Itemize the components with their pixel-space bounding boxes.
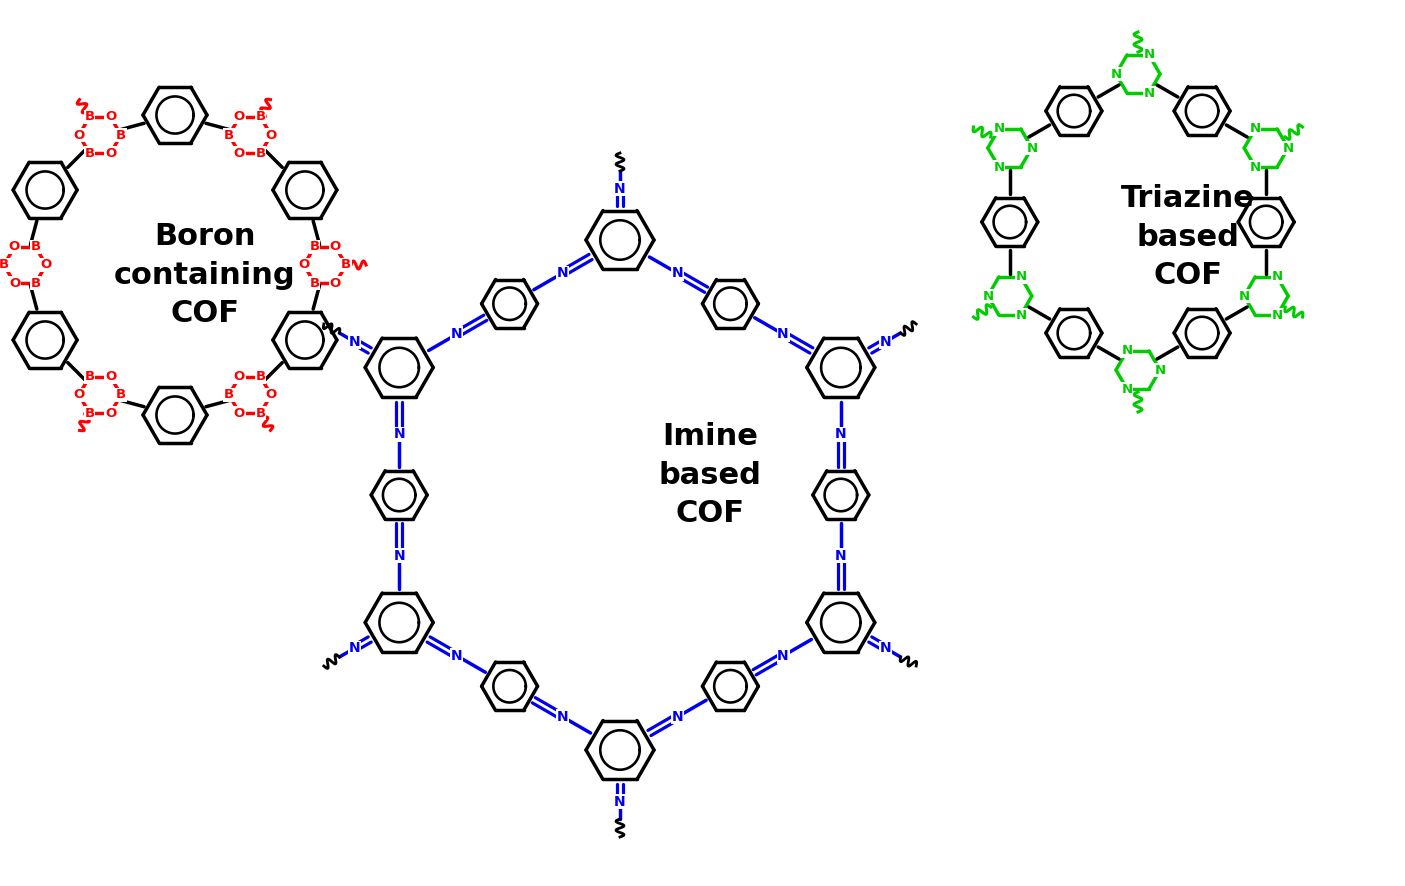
Text: B: B (84, 407, 94, 420)
Text: O: O (266, 128, 277, 142)
Text: N: N (672, 710, 684, 724)
Text: O: O (41, 259, 52, 271)
Text: N: N (1144, 49, 1155, 61)
Text: N: N (777, 649, 788, 663)
Text: N: N (1272, 308, 1283, 322)
Text: B: B (0, 259, 8, 271)
Text: N: N (614, 795, 625, 809)
Text: B: B (223, 128, 235, 142)
Text: O: O (233, 111, 244, 123)
Text: B: B (31, 240, 41, 253)
Text: B: B (256, 407, 266, 420)
Text: B: B (117, 388, 126, 401)
Text: N: N (835, 427, 847, 441)
Text: O: O (330, 240, 341, 253)
Text: B: B (84, 370, 94, 384)
Text: N: N (1110, 67, 1121, 81)
Text: Imine
based
COF: Imine based COF (659, 423, 762, 528)
Text: O: O (330, 276, 341, 290)
Text: N: N (1016, 308, 1027, 322)
Text: N: N (1121, 345, 1132, 357)
Text: B: B (256, 370, 266, 384)
Text: N: N (1249, 160, 1260, 174)
Text: O: O (233, 370, 244, 384)
Text: O: O (8, 240, 20, 253)
Text: O: O (73, 388, 84, 401)
Text: B: B (256, 111, 266, 123)
Text: B: B (117, 128, 126, 142)
Text: B: B (31, 276, 41, 290)
Text: N: N (1283, 142, 1294, 154)
Text: N: N (393, 427, 405, 441)
Text: O: O (298, 259, 309, 271)
Text: Triazine
based
COF: Triazine based COF (1121, 184, 1255, 290)
Text: O: O (233, 407, 244, 420)
Text: N: N (556, 710, 568, 724)
Text: N: N (993, 122, 1005, 136)
Text: N: N (1016, 270, 1027, 284)
Text: O: O (105, 370, 117, 384)
Text: O: O (105, 111, 117, 123)
Text: N: N (777, 327, 788, 341)
Text: N: N (1272, 270, 1283, 284)
Text: B: B (223, 388, 235, 401)
Text: N: N (672, 267, 684, 280)
Text: O: O (266, 388, 277, 401)
Text: N: N (393, 548, 405, 563)
Text: N: N (880, 335, 891, 349)
Text: N: N (1026, 142, 1037, 154)
Text: N: N (880, 641, 891, 656)
Text: B: B (84, 147, 94, 159)
Text: N: N (348, 641, 360, 656)
Text: N: N (1121, 383, 1132, 395)
Text: O: O (233, 147, 244, 159)
Text: N: N (556, 267, 568, 280)
Text: N: N (1239, 290, 1249, 302)
Text: N: N (1249, 122, 1260, 136)
Text: N: N (451, 327, 462, 341)
Text: N: N (614, 182, 625, 196)
Text: O: O (105, 407, 117, 420)
Text: O: O (73, 128, 84, 142)
Text: B: B (341, 259, 351, 271)
Text: N: N (1144, 87, 1155, 99)
Text: B: B (309, 240, 319, 253)
Text: O: O (8, 276, 20, 290)
Text: N: N (993, 160, 1005, 174)
Text: B: B (84, 111, 94, 123)
Text: N: N (1155, 363, 1166, 377)
Text: O: O (105, 147, 117, 159)
Text: Boron
containing
COF: Boron containing COF (114, 222, 296, 328)
Text: N: N (982, 290, 993, 302)
Text: N: N (451, 649, 462, 663)
Text: B: B (256, 147, 266, 159)
Text: N: N (835, 548, 847, 563)
Text: N: N (348, 335, 360, 349)
Text: B: B (309, 276, 319, 290)
